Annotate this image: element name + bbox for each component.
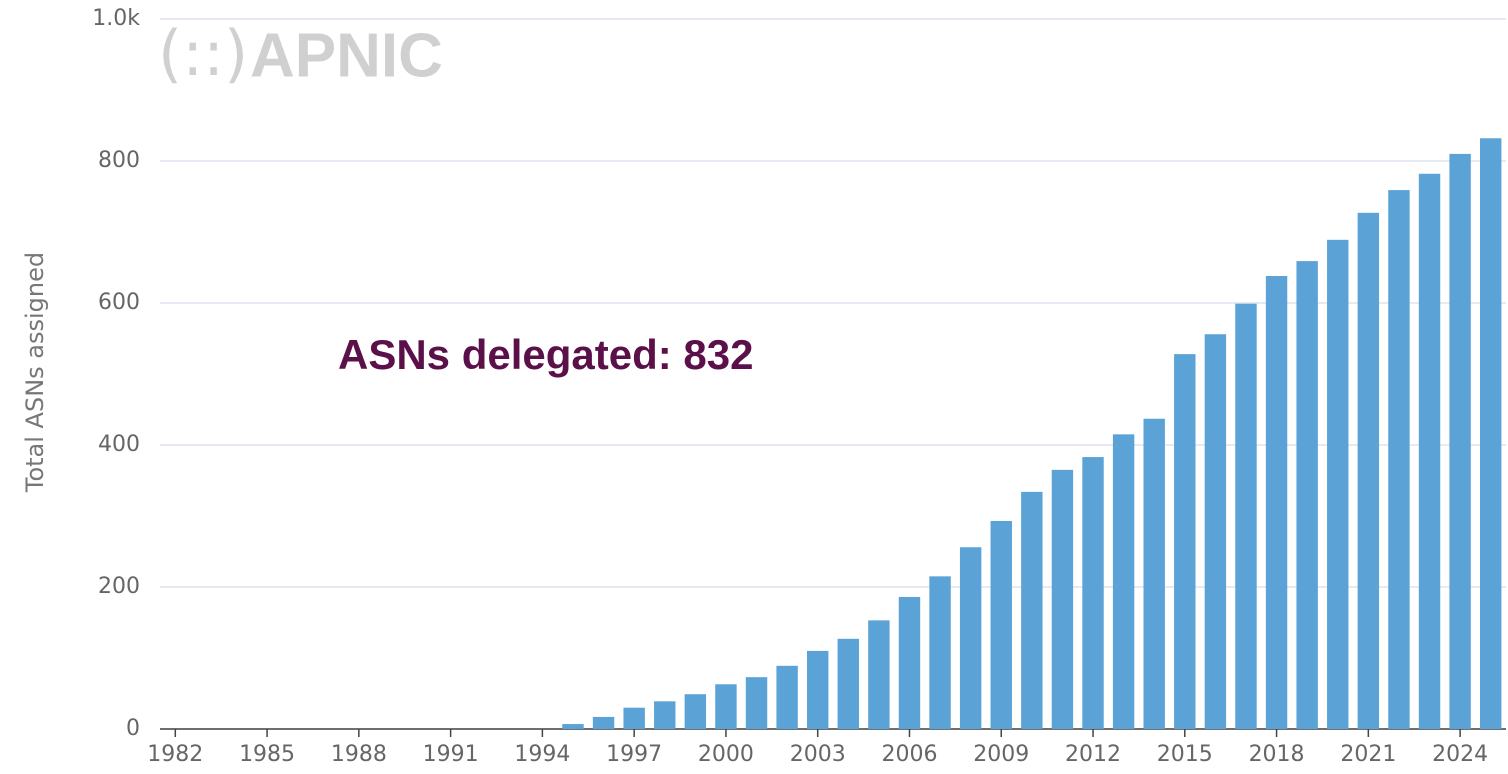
x-tick-label: 2006 <box>881 742 937 767</box>
bar <box>1021 491 1043 729</box>
bar <box>990 520 1012 729</box>
bar <box>1174 354 1196 729</box>
bar <box>1265 276 1288 729</box>
bar <box>1051 469 1074 729</box>
y-tick-label: 0 <box>126 716 140 741</box>
bar <box>1296 261 1318 729</box>
y-tick-label: 1.0k <box>92 6 140 31</box>
x-tick-label: 2024 <box>1432 742 1488 767</box>
bar <box>1449 153 1471 729</box>
y-axis-label: Total ASNs assigned <box>21 252 49 493</box>
annotation: ASNs delegated: 832 <box>338 331 754 378</box>
bar <box>1479 138 1502 729</box>
y-tick-label: 600 <box>98 290 140 315</box>
bar <box>715 684 737 729</box>
bar <box>1388 190 1410 730</box>
logo-icon: (::) <box>158 17 248 90</box>
y-tick-label: 200 <box>98 574 140 599</box>
bar <box>1235 303 1257 729</box>
x-tick-label: 2000 <box>698 742 754 767</box>
y-tick-label: 400 <box>98 432 140 457</box>
x-tick-label: 1997 <box>606 742 662 767</box>
bar <box>562 724 584 729</box>
bar <box>1327 239 1349 729</box>
x-tick-label: 2021 <box>1340 742 1396 767</box>
bar <box>806 650 829 729</box>
bar <box>1082 457 1104 729</box>
x-tick-label: 2018 <box>1249 742 1305 767</box>
bar <box>745 677 768 729</box>
bar <box>592 716 615 729</box>
x-tick-label: 2015 <box>1157 742 1213 767</box>
bar <box>929 576 951 729</box>
bar <box>1112 434 1135 729</box>
logo: (::) APNIC <box>158 17 443 90</box>
x-tick-label: 2009 <box>973 742 1029 767</box>
bar <box>898 596 921 729</box>
x-tick-label: 1994 <box>514 742 570 767</box>
x-tick-label: 2003 <box>790 742 846 767</box>
bar <box>654 701 676 729</box>
bar <box>684 694 707 729</box>
bar <box>959 547 982 729</box>
bar <box>1357 212 1380 729</box>
x-tick-label: 2012 <box>1065 742 1121 767</box>
logo-text: APNIC <box>250 21 443 90</box>
y-tick-label: 800 <box>98 148 140 173</box>
bar <box>1418 173 1441 729</box>
x-tick-label: 1988 <box>331 742 387 767</box>
bar <box>1204 334 1227 729</box>
bar <box>623 707 645 729</box>
bar <box>868 620 890 729</box>
x-tick-label: 1985 <box>239 742 295 767</box>
bar <box>1143 418 1165 729</box>
x-tick-label: 1982 <box>147 742 203 767</box>
bar <box>837 638 860 729</box>
bar <box>776 665 798 729</box>
x-tick-label: 1991 <box>423 742 479 767</box>
